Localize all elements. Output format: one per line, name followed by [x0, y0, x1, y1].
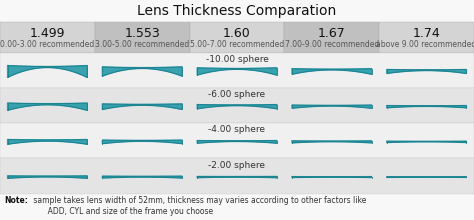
Polygon shape: [197, 68, 277, 75]
Polygon shape: [387, 141, 466, 143]
Polygon shape: [292, 141, 372, 143]
Polygon shape: [8, 103, 87, 110]
Polygon shape: [197, 176, 277, 178]
Text: 1.74: 1.74: [413, 27, 440, 40]
Polygon shape: [387, 70, 466, 73]
Text: -2.00 sphere: -2.00 sphere: [209, 161, 265, 170]
Text: 1.499: 1.499: [30, 27, 65, 40]
Polygon shape: [292, 105, 372, 108]
FancyBboxPatch shape: [95, 22, 190, 53]
Text: -10.00 sphere: -10.00 sphere: [206, 55, 268, 64]
Polygon shape: [102, 67, 182, 76]
Polygon shape: [197, 141, 277, 143]
Polygon shape: [8, 139, 87, 144]
Polygon shape: [102, 104, 182, 110]
Polygon shape: [197, 104, 277, 109]
FancyBboxPatch shape: [0, 53, 474, 88]
Polygon shape: [102, 140, 182, 144]
Text: Lens Thickness Comparation: Lens Thickness Comparation: [137, 4, 337, 18]
Text: 1.67: 1.67: [318, 27, 346, 40]
FancyBboxPatch shape: [0, 123, 474, 158]
Polygon shape: [8, 66, 87, 77]
Text: 1.60: 1.60: [223, 27, 251, 40]
Polygon shape: [8, 176, 87, 178]
FancyBboxPatch shape: [379, 22, 474, 53]
Polygon shape: [102, 176, 182, 178]
Text: 0.00-3.00 recommended: 0.00-3.00 recommended: [0, 40, 94, 49]
Polygon shape: [292, 69, 372, 74]
FancyBboxPatch shape: [0, 158, 474, 194]
Polygon shape: [292, 177, 372, 178]
Text: 5.00-7.00 recommended: 5.00-7.00 recommended: [190, 40, 284, 49]
Text: -4.00 sphere: -4.00 sphere: [209, 125, 265, 134]
Text: Note:: Note:: [5, 196, 28, 205]
FancyBboxPatch shape: [190, 22, 284, 53]
FancyBboxPatch shape: [0, 22, 95, 53]
Text: sample takes lens width of 52mm, thickness may varies according to other factors: sample takes lens width of 52mm, thickne…: [31, 196, 366, 216]
FancyBboxPatch shape: [0, 88, 474, 123]
Text: 1.553: 1.553: [124, 27, 160, 40]
Text: 7.00-9.00 recommended: 7.00-9.00 recommended: [285, 40, 379, 49]
Polygon shape: [387, 106, 466, 108]
Text: 3.00-5.00 recommended: 3.00-5.00 recommended: [95, 40, 189, 49]
Text: -6.00 sphere: -6.00 sphere: [209, 90, 265, 99]
Text: above 9.00 recommended: above 9.00 recommended: [376, 40, 474, 49]
FancyBboxPatch shape: [284, 22, 379, 53]
